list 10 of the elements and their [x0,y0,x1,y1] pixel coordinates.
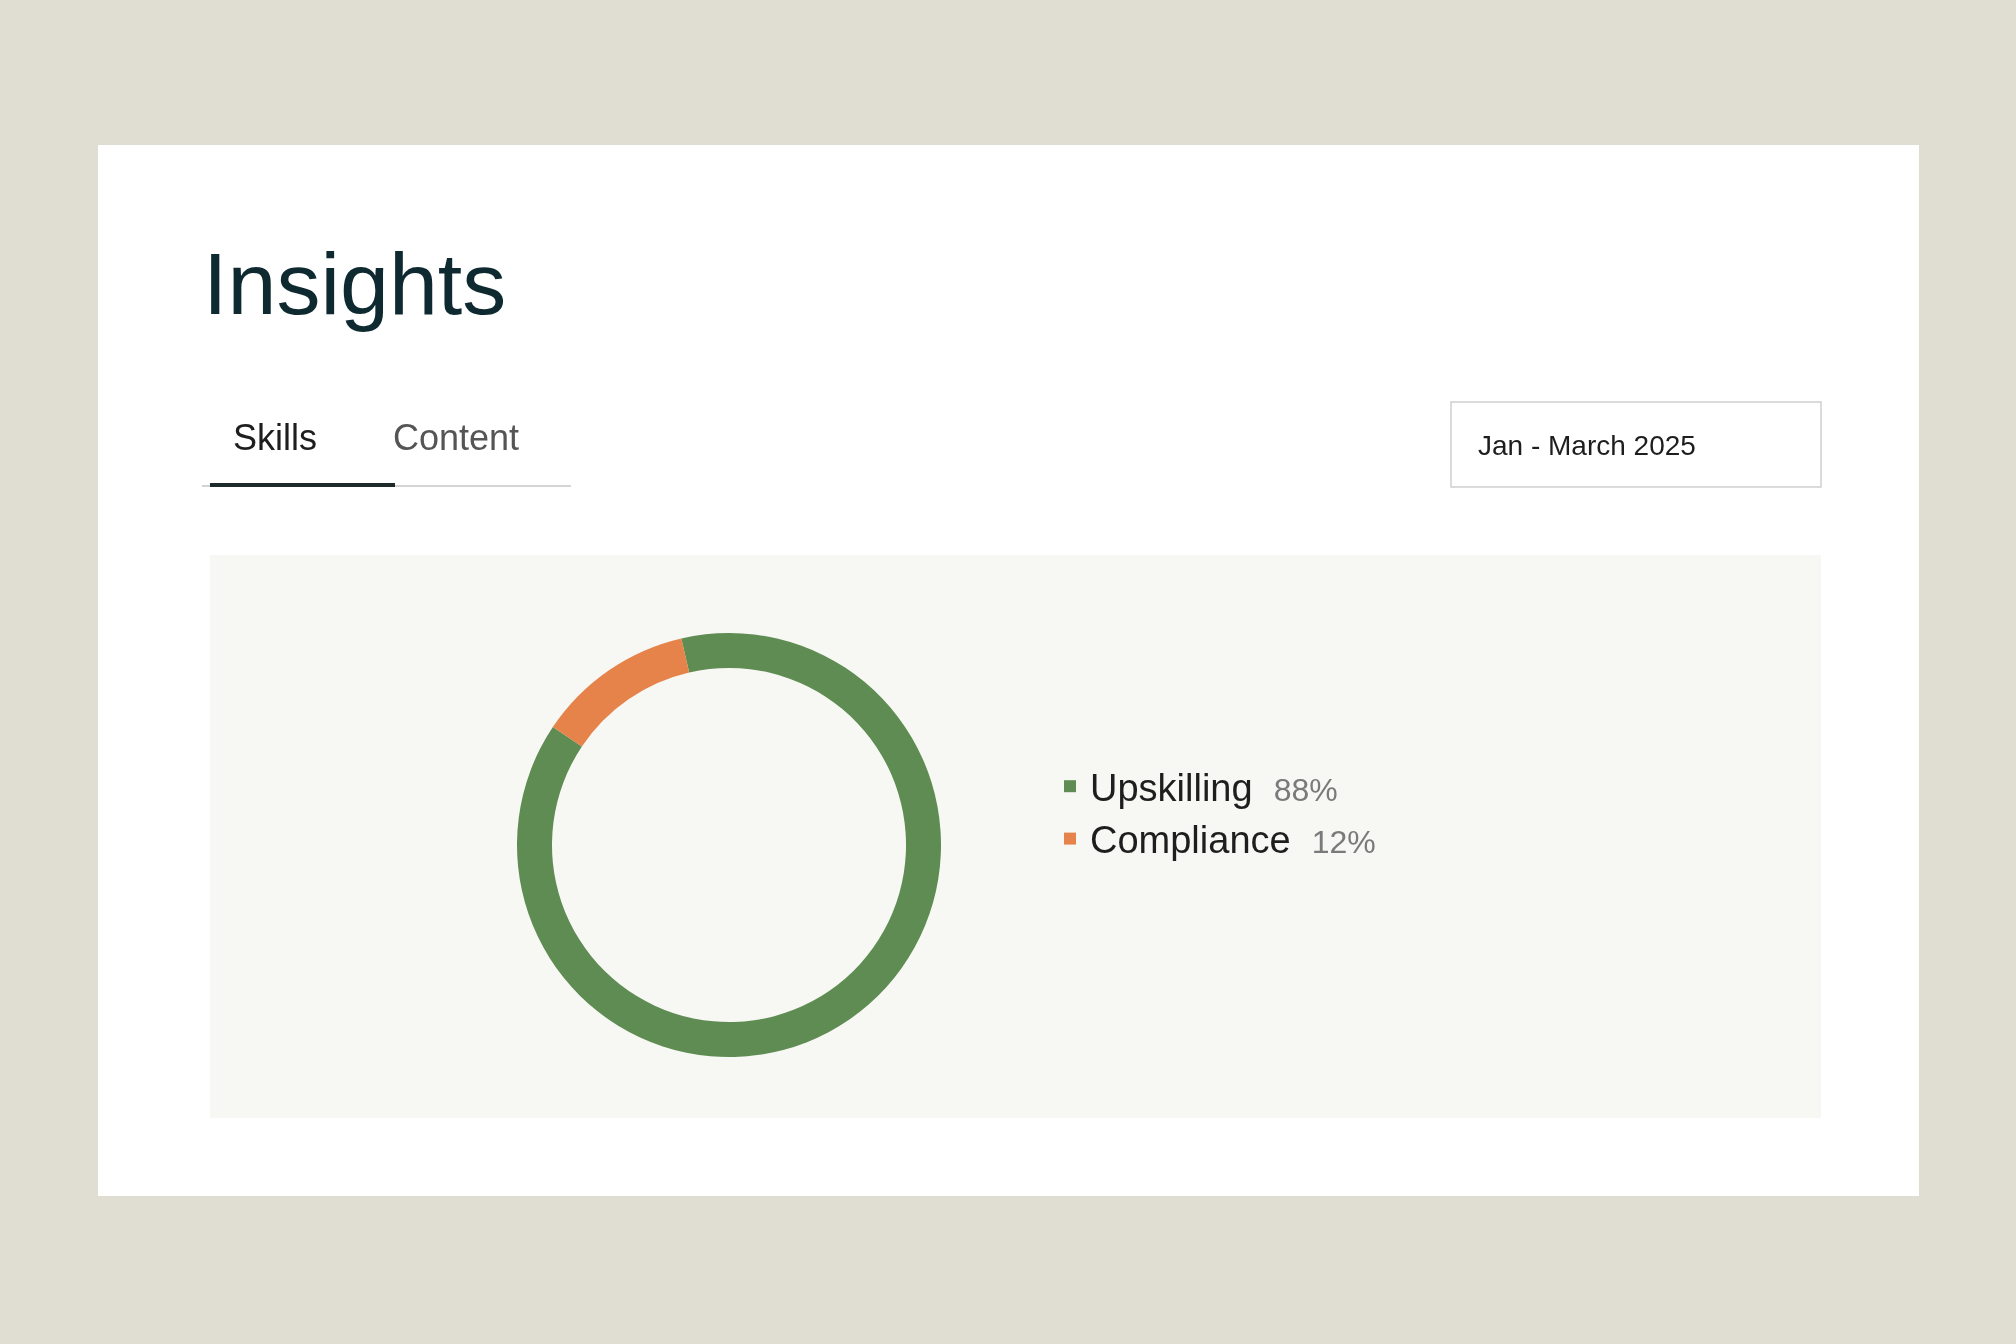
data-label: 12% [1311,824,1376,861]
chart-title: Insights [203,233,507,333]
data-label: 88% [1273,772,1338,809]
legend-label: Upskilling [1090,767,1253,810]
text: Skills [233,417,318,458]
donut-slice [517,633,941,1057]
text: Content [393,417,520,458]
legend-label: Compliance [1090,819,1291,862]
donut-slice [552,638,690,747]
text: Jan - March 2025 [1478,430,1696,461]
